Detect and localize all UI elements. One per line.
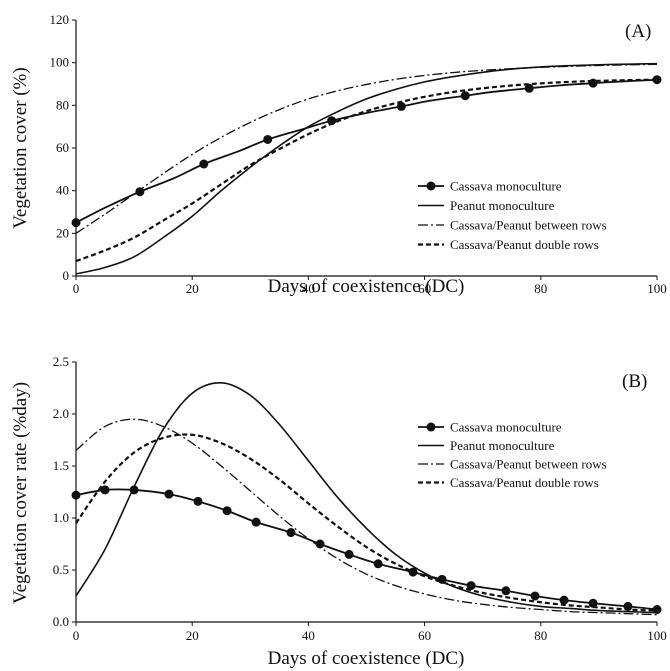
y-tick-label: 80	[56, 97, 69, 112]
series-group	[71, 62, 662, 275]
legend-label: Cassava/Peanut double rows	[450, 237, 599, 252]
x-ticks: 0 20 40 60 80 100	[73, 276, 667, 296]
y-axis-title: Vegetation cover rate (%day)	[10, 382, 31, 604]
series-marker	[588, 598, 598, 608]
series-marker	[524, 83, 534, 93]
series-marker	[193, 496, 203, 506]
panel-label: (B)	[622, 371, 647, 392]
series-line	[75, 78, 658, 263]
series-marker	[344, 549, 354, 559]
legend-marker	[426, 422, 436, 432]
series-marker	[71, 218, 81, 228]
series-marker	[327, 116, 337, 126]
x-tick-label: 60	[418, 281, 431, 296]
series-line	[75, 488, 658, 611]
y-tick-label: 1.0	[53, 510, 69, 525]
panel-a: (A) 0 20 40 60 80 100 120 0 20 40 60 80 100 Vegetat…	[10, 12, 667, 297]
y-tick-label: 2.0	[53, 406, 69, 421]
panel-b: (B) 0.0 0.5 1.0 1.5 2.0 2.5 0 20 40 60 80 100 Vege…	[10, 354, 667, 669]
y-axis-title: Vegetation cover (%)	[10, 67, 31, 228]
series-line	[75, 78, 658, 224]
y-tick-label: 0.5	[53, 562, 69, 577]
series-group	[71, 381, 662, 616]
legend-label: Peanut monoculture	[450, 438, 555, 453]
y-tick-label: 0	[63, 268, 70, 283]
x-tick-label: 60	[418, 628, 431, 643]
series-marker	[222, 506, 232, 516]
x-tick-label: 40	[302, 281, 315, 296]
series-marker	[251, 517, 261, 527]
legend-label: Cassava monoculture	[450, 420, 562, 435]
x-tick-label: 100	[647, 281, 667, 296]
series-marker	[530, 591, 540, 601]
series-marker	[396, 101, 406, 111]
x-tick-label: 80	[534, 628, 547, 643]
series-marker	[263, 134, 273, 144]
legend: Cassava monoculture Peanut monoculture Cas…	[418, 420, 607, 490]
y-tick-label: 100	[50, 55, 70, 70]
legend-label: Cassava/Peanut double rows	[450, 475, 599, 490]
series-marker	[460, 91, 470, 101]
y-ticks: 0 20 40 60 80 100 120	[50, 12, 76, 283]
series-line	[75, 433, 658, 612]
y-tick-label: 2.5	[53, 354, 69, 369]
y-tick-label: 120	[50, 12, 70, 27]
series-marker	[71, 490, 81, 500]
x-tick-label: 40	[302, 628, 315, 643]
series-marker	[135, 187, 145, 197]
x-tick-label: 80	[534, 281, 547, 296]
x-tick-label: 100	[647, 628, 667, 643]
panel-label: (A)	[625, 21, 651, 42]
x-axis-title: Days of coexistence (DC)	[268, 276, 465, 297]
legend-marker	[426, 181, 436, 191]
series-marker	[199, 159, 209, 169]
y-tick-label: 40	[56, 183, 69, 198]
series-marker	[466, 581, 476, 591]
y-tick-label: 1.5	[53, 458, 69, 473]
series-marker	[652, 75, 662, 85]
x-tick-label: 20	[186, 281, 199, 296]
series-marker	[559, 595, 569, 605]
y-tick-label: 20	[56, 225, 69, 240]
x-ticks: 0 20 40 60 80 100	[73, 622, 667, 643]
x-tick-label: 20	[186, 628, 199, 643]
series-marker	[501, 586, 511, 596]
series-line	[75, 63, 658, 234]
y-tick-label: 0.0	[53, 614, 69, 629]
y-tick-label: 60	[56, 140, 69, 155]
series-marker	[286, 528, 296, 538]
legend-label: Cassava/Peanut between rows	[450, 457, 607, 472]
legend-label: Cassava monoculture	[450, 179, 562, 194]
series-marker	[164, 489, 174, 499]
x-tick-label: 0	[73, 281, 80, 296]
series-marker	[100, 485, 110, 495]
series-line	[75, 381, 658, 614]
x-axis-title: Days of coexistence (DC)	[268, 648, 465, 669]
legend-label: Peanut monoculture	[450, 198, 555, 213]
series-line	[75, 418, 658, 616]
y-ticks: 0.0 0.5 1.0 1.5 2.0 2.5	[53, 354, 76, 629]
x-tick-label: 0	[73, 628, 80, 643]
series-marker	[373, 559, 383, 569]
legend: Cassava monoculture Peanut monoculture Cas…	[418, 179, 607, 252]
legend-label: Cassava/Peanut between rows	[450, 218, 607, 233]
